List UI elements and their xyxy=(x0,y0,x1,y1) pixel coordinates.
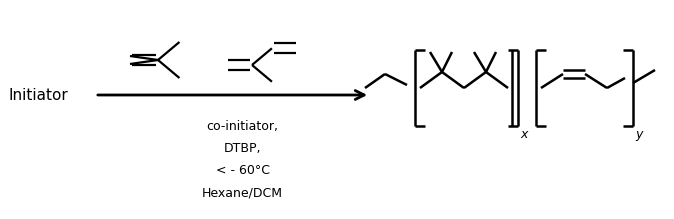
Text: Hexane/DCM: Hexane/DCM xyxy=(202,186,283,199)
Text: x: x xyxy=(520,128,527,141)
Text: y: y xyxy=(635,128,642,141)
Text: co-initiator,: co-initiator, xyxy=(206,120,278,133)
Text: Initiator: Initiator xyxy=(8,88,68,102)
Text: < - 60°C: < - 60°C xyxy=(216,164,270,177)
Text: DTBP,: DTBP, xyxy=(224,142,262,155)
